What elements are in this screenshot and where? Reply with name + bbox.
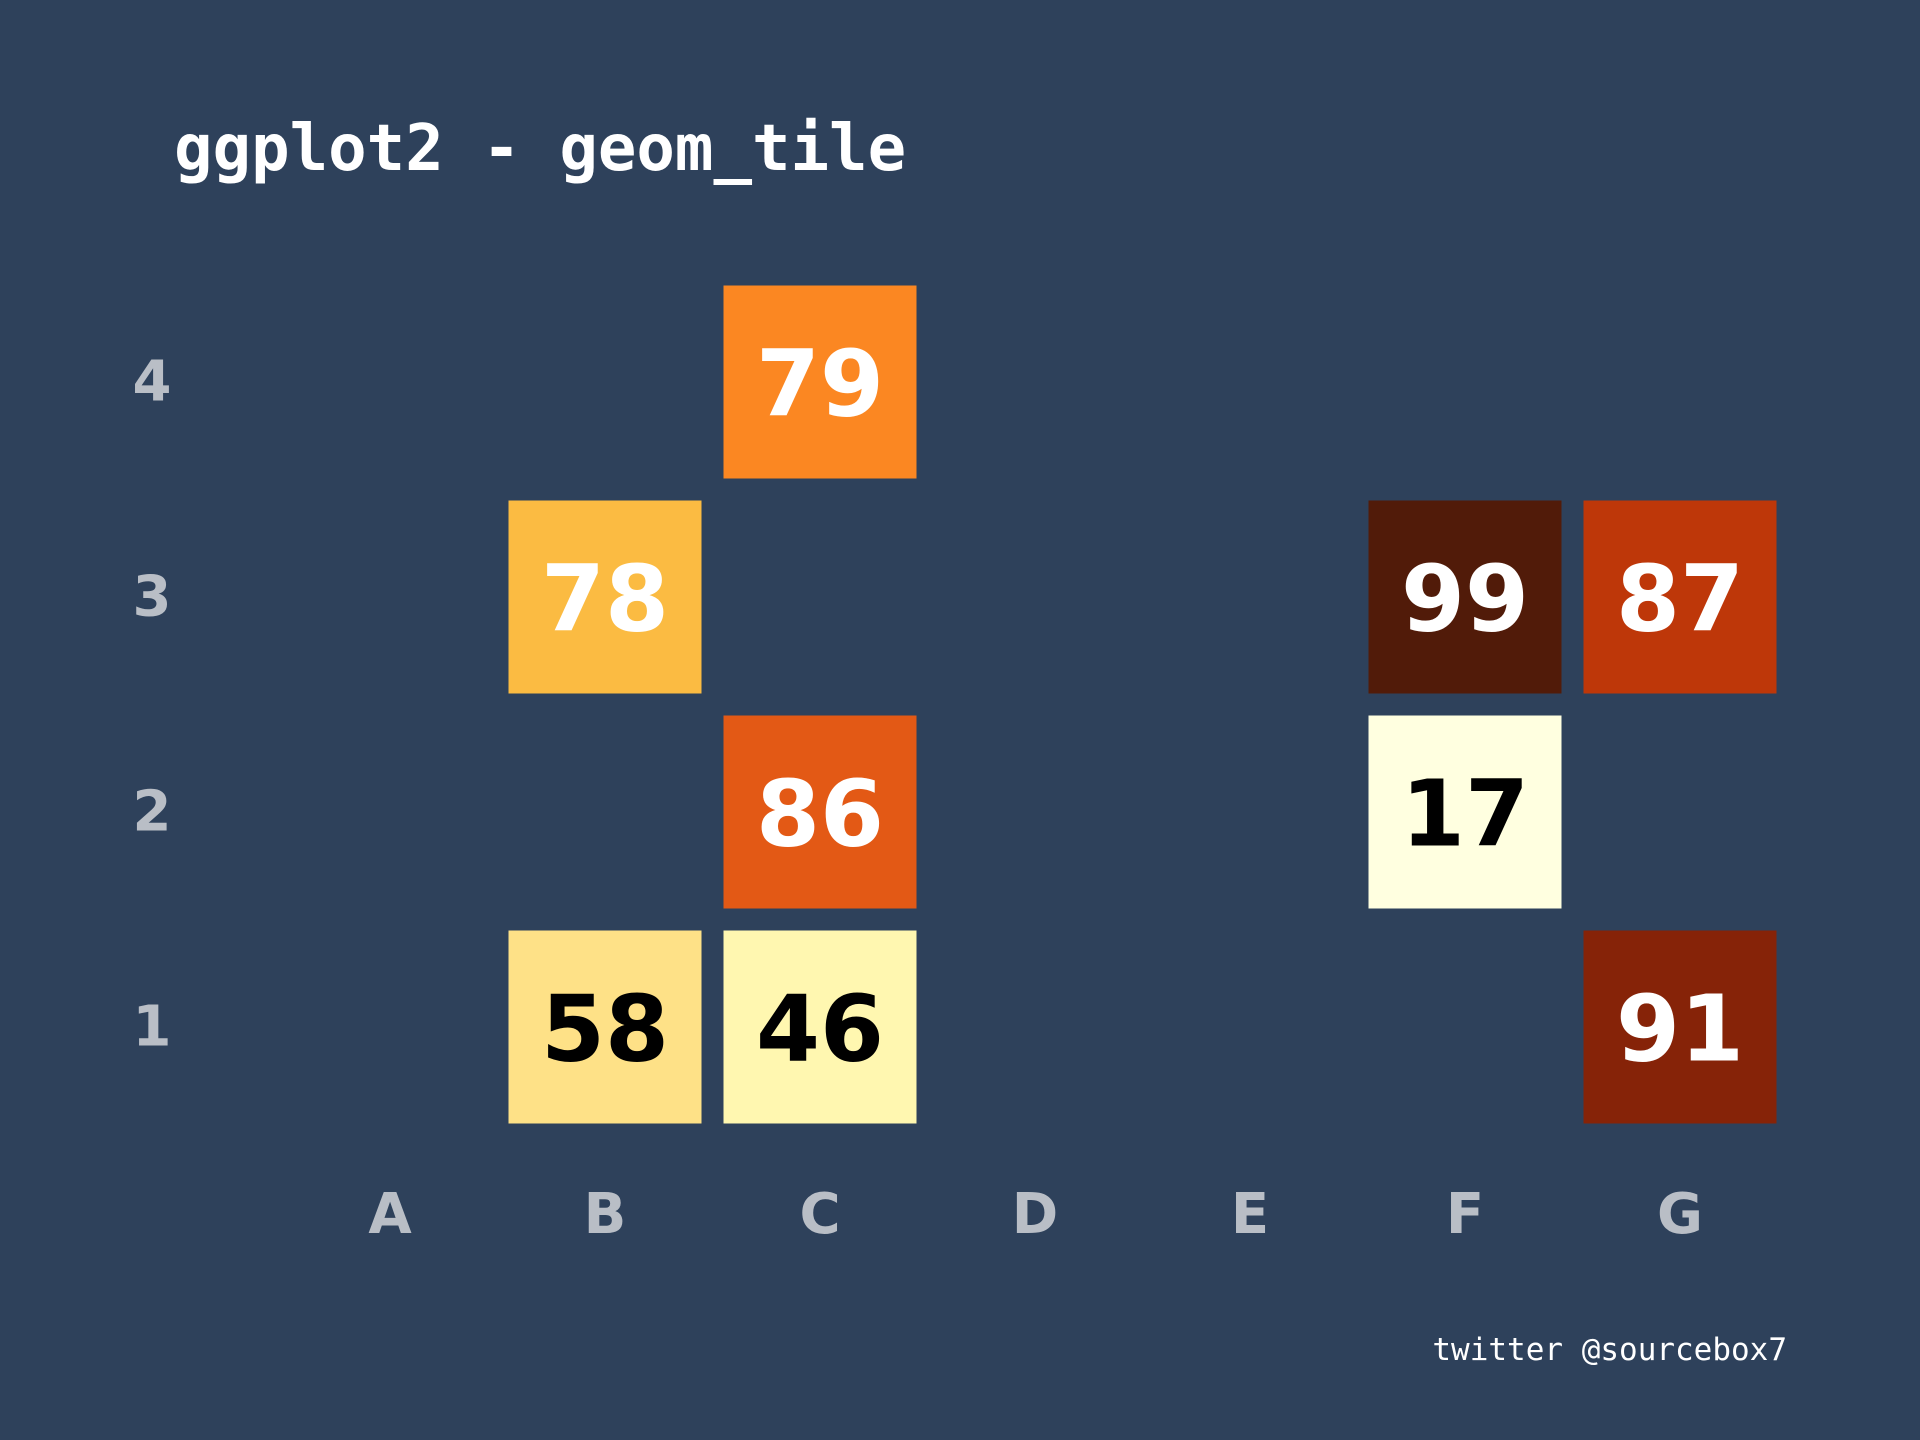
tile-rect <box>508 930 702 1124</box>
tile-value-label: 78 <box>541 546 669 653</box>
tile-rect <box>1368 715 1562 909</box>
tile-rect <box>1368 500 1562 694</box>
y-axis: 1 2 3 4 <box>133 350 172 1060</box>
x-tick-label-b: B <box>584 1182 627 1247</box>
y-tick-label-3: 3 <box>133 565 172 630</box>
x-tick-label-a: A <box>368 1182 412 1247</box>
tile-c4: 79 <box>723 285 917 479</box>
tile-g1: 91 <box>1583 930 1777 1124</box>
tile-rect <box>723 715 917 909</box>
tile-value-label: 91 <box>1616 976 1744 1083</box>
tile-value-label: 79 <box>756 331 884 438</box>
tile-value-label: 58 <box>541 976 669 1083</box>
tile-g3: 87 <box>1583 500 1777 694</box>
tile-value-label: 46 <box>756 976 884 1083</box>
tile-rect <box>723 930 917 1124</box>
tile-rect <box>1583 500 1777 694</box>
x-tick-label-g: G <box>1657 1182 1703 1247</box>
chart-title: ggplot2 - geom_tile <box>174 112 906 186</box>
tile-rect <box>1583 930 1777 1124</box>
x-tick-label-c: C <box>799 1182 840 1247</box>
tile-f2: 17 <box>1368 715 1562 909</box>
chart-caption: twitter @sourcebox7 <box>1432 1332 1787 1368</box>
tile-b3: 78 <box>508 500 702 694</box>
x-tick-label-e: E <box>1231 1182 1269 1247</box>
x-tick-label-d: D <box>1012 1182 1058 1247</box>
tile-f3: 99 <box>1368 500 1562 694</box>
tile-value-label: 99 <box>1401 546 1529 653</box>
tile-b1: 58 <box>508 930 702 1124</box>
tile-value-label: 17 <box>1401 761 1529 868</box>
x-tick-label-f: F <box>1446 1182 1484 1247</box>
tile-c1: 46 <box>723 930 917 1124</box>
tile-rect <box>723 285 917 479</box>
y-tick-label-2: 2 <box>133 780 172 845</box>
y-tick-label-1: 1 <box>133 995 172 1060</box>
tile-value-label: 87 <box>1616 546 1744 653</box>
x-axis: A B C D E F G <box>368 1182 1703 1247</box>
tile-layer: 58 46 91 86 17 78 99 87 79 <box>508 285 1777 1124</box>
y-tick-label-4: 4 <box>133 350 172 415</box>
tile-value-label: 86 <box>756 761 884 868</box>
tile-rect <box>508 500 702 694</box>
tile-c2: 86 <box>723 715 917 909</box>
